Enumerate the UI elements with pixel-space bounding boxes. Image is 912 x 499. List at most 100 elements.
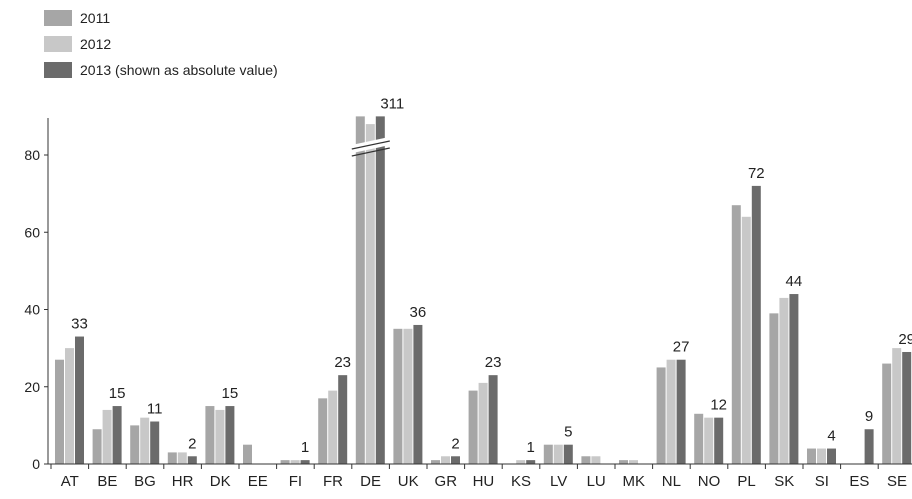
x-tick-label: GR xyxy=(435,473,458,490)
bar xyxy=(205,406,215,464)
data-label: 72 xyxy=(748,165,765,182)
x-tick-label: NO xyxy=(698,473,721,490)
bar xyxy=(656,367,666,464)
data-label: 9 xyxy=(865,408,873,425)
bar xyxy=(431,460,440,464)
x-tick-label: PL xyxy=(737,473,755,490)
y-tick-label: 40 xyxy=(24,302,40,318)
axis-break-line xyxy=(351,147,390,157)
axis-break-line xyxy=(351,140,390,150)
bar xyxy=(553,444,563,464)
data-label: 311 xyxy=(380,95,404,112)
bar xyxy=(581,456,591,464)
bar xyxy=(365,124,375,464)
bar xyxy=(563,444,573,464)
bar xyxy=(666,359,676,464)
data-label: 1 xyxy=(301,439,309,456)
bar xyxy=(300,460,310,464)
x-tick-label: HR xyxy=(172,473,194,490)
bar xyxy=(741,216,751,464)
x-tick-label: FR xyxy=(323,473,343,490)
bar xyxy=(902,351,912,464)
bar xyxy=(468,390,478,464)
data-label: 15 xyxy=(109,385,126,402)
bar xyxy=(789,294,799,464)
legend-label-2012: 2012 xyxy=(80,35,112,52)
x-tick-label: BG xyxy=(134,473,156,490)
data-label: 27 xyxy=(673,339,690,356)
bar xyxy=(215,409,225,464)
x-tick-label: SE xyxy=(887,473,907,490)
data-label: 12 xyxy=(710,397,727,414)
x-tick-label: DE xyxy=(360,473,381,490)
bar xyxy=(243,444,252,464)
bar xyxy=(328,390,338,464)
y-tick-label: 20 xyxy=(24,379,40,395)
legend-label-2013: 2013 (shown as absolute value) xyxy=(80,61,278,78)
bar xyxy=(225,406,235,464)
x-tick-label: UK xyxy=(398,473,419,490)
x-tick-label: SI xyxy=(815,473,829,490)
bar xyxy=(102,409,112,464)
bar xyxy=(629,460,638,464)
bar xyxy=(413,324,423,464)
bar xyxy=(704,417,714,464)
data-label: 33 xyxy=(71,316,88,333)
bar xyxy=(714,417,724,464)
legend-swatch-2011 xyxy=(44,9,72,26)
data-label: 2 xyxy=(451,435,459,452)
bar xyxy=(92,429,102,464)
data-label: 2 xyxy=(188,435,196,452)
legend: 2011 2012 2013 (shown as absolute value) xyxy=(44,6,278,84)
x-tick-label: AT xyxy=(61,473,79,490)
bar xyxy=(177,452,187,464)
bars xyxy=(55,116,912,464)
y-axis: 0 20 40 60 80 xyxy=(24,118,49,472)
x-tick-label: MK xyxy=(623,473,646,490)
data-label: 23 xyxy=(485,354,502,371)
x-tick-label: HU xyxy=(473,473,495,490)
legend-item-2012: 2012 xyxy=(44,32,278,55)
bar xyxy=(864,429,874,464)
bar xyxy=(140,417,150,464)
y-tick-label: 80 xyxy=(24,147,40,163)
y-tick-label: 60 xyxy=(24,224,40,240)
bar xyxy=(338,375,348,464)
bar xyxy=(619,460,628,464)
legend-item-2011: 2011 xyxy=(44,6,278,29)
bar xyxy=(751,185,761,464)
data-label: 11 xyxy=(147,401,163,418)
bar xyxy=(827,448,836,464)
legend-swatch-2012 xyxy=(44,35,72,52)
legend-swatch-2013 xyxy=(44,61,72,78)
bar xyxy=(694,413,704,464)
x-tick-label: SK xyxy=(774,473,794,490)
x-axis: AT BE BG HR DK EE FI FR DE UK GR HU KS LV LU MK NL NO PL SK… xyxy=(48,463,912,490)
legend-item-2013: 2013 (shown as absolute value) xyxy=(44,58,278,81)
bar xyxy=(167,452,177,464)
x-tick-label: NL xyxy=(662,473,681,490)
bar xyxy=(393,328,403,464)
bar xyxy=(817,448,826,464)
x-tick-label: LU xyxy=(587,473,606,490)
bar xyxy=(488,375,498,464)
bar xyxy=(290,460,300,464)
bar xyxy=(769,313,779,464)
bar xyxy=(882,363,892,464)
x-tick-label: EE xyxy=(248,473,268,490)
x-tick-label: DK xyxy=(210,473,231,490)
bar xyxy=(779,297,789,464)
data-label: 5 xyxy=(564,424,572,441)
bar xyxy=(55,359,64,464)
legend-label-2011: 2011 xyxy=(80,9,111,26)
data-label: 15 xyxy=(222,385,239,402)
bar xyxy=(451,456,460,464)
bar xyxy=(318,398,328,464)
bar xyxy=(591,456,601,464)
bar xyxy=(441,456,450,464)
data-label: 44 xyxy=(786,273,803,290)
bar xyxy=(892,348,902,464)
bar xyxy=(543,444,553,464)
